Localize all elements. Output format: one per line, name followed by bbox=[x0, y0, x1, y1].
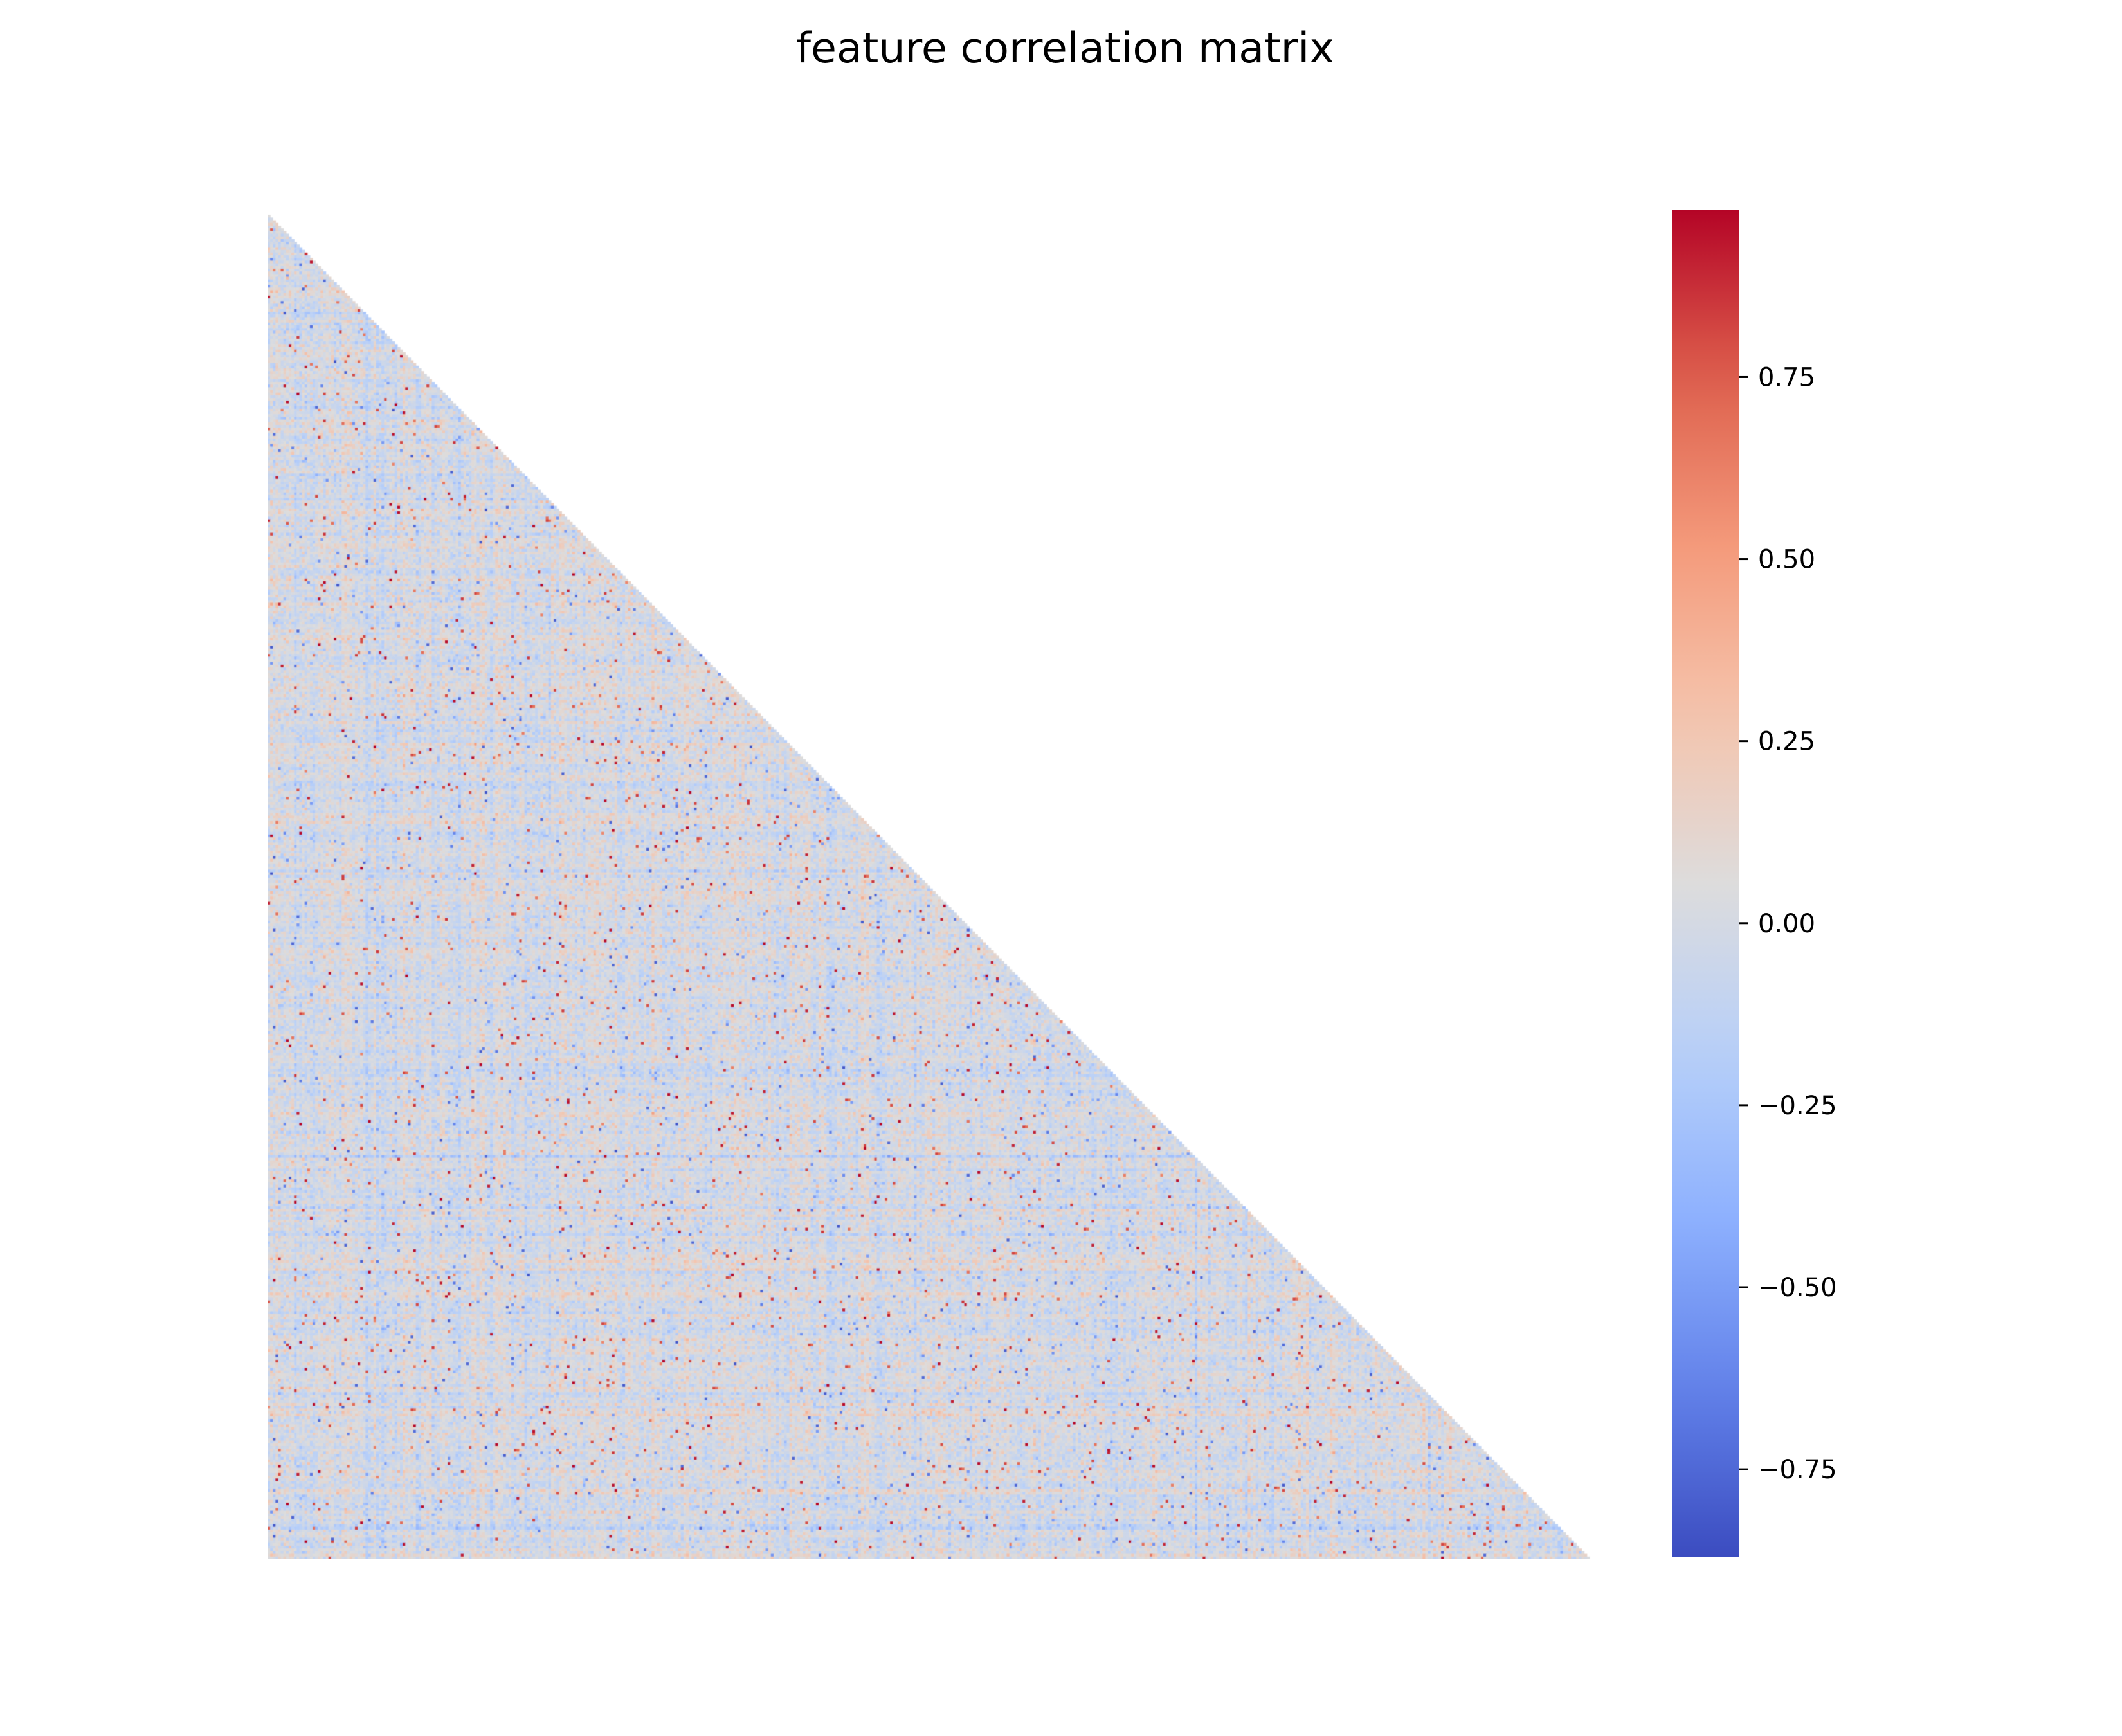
colorbar-tick-label: −0.75 bbox=[1758, 1455, 1837, 1485]
colorbar-tick-label: −0.50 bbox=[1758, 1273, 1837, 1303]
colorbar-tick-label: 0.25 bbox=[1758, 727, 1815, 757]
colorbar-gradient bbox=[1672, 210, 1739, 1557]
chart-title: feature correlation matrix bbox=[796, 24, 1334, 73]
colorbar-tick-label: 0.50 bbox=[1758, 545, 1815, 575]
colorbar-tick-label: 0.75 bbox=[1758, 363, 1815, 392]
colorbar-tick-label: −0.25 bbox=[1758, 1091, 1837, 1121]
colorbar: 0.75 0.50 0.25 0.00 −0.25 −0.50 −0.75 bbox=[1672, 210, 1837, 1557]
colorbar-tick-label: 0.00 bbox=[1758, 909, 1815, 939]
correlation-heatmap bbox=[268, 212, 1592, 1559]
